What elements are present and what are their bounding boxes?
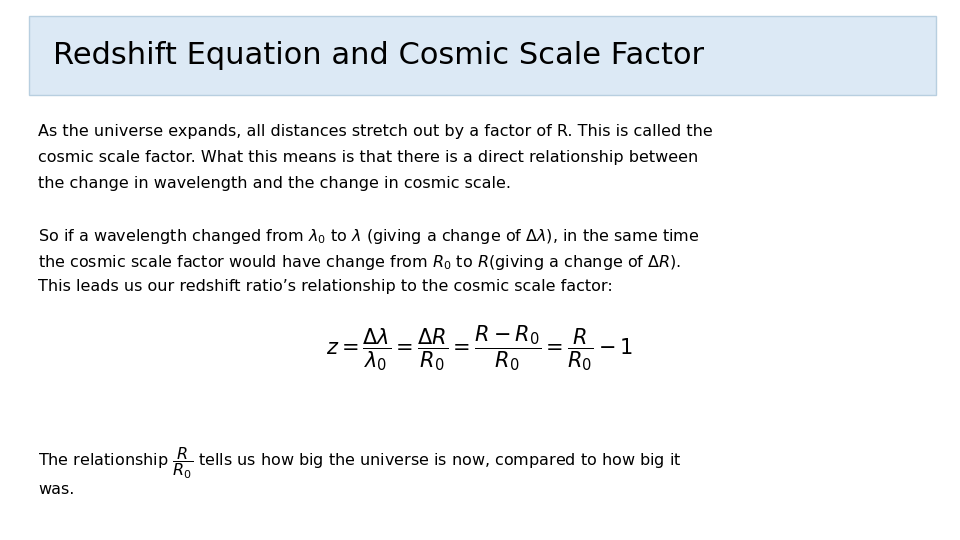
Text: the cosmic scale factor would have change from $R_0$ to $R$(giving a change of $: the cosmic scale factor would have chang… (38, 253, 682, 272)
Text: cosmic scale factor. What this means is that there is a direct relationship betw: cosmic scale factor. What this means is … (38, 150, 699, 165)
Text: So if a wavelength changed from $\lambda_0$ to $\lambda$ (giving a change of $\D: So if a wavelength changed from $\lambda… (38, 227, 700, 246)
Text: $z = \dfrac{\Delta\lambda}{\lambda_0} = \dfrac{\Delta R}{R_0} = \dfrac{R - R_0}{: $z = \dfrac{\Delta\lambda}{\lambda_0} = … (326, 323, 634, 373)
Text: the change in wavelength and the change in cosmic scale.: the change in wavelength and the change … (38, 176, 512, 191)
Text: was.: was. (38, 482, 75, 497)
Text: This leads us our redshift ratio’s relationship to the cosmic scale factor:: This leads us our redshift ratio’s relat… (38, 279, 613, 294)
Text: The relationship $\dfrac{R}{R_0}$ tells us how big the universe is now, compared: The relationship $\dfrac{R}{R_0}$ tells … (38, 446, 682, 481)
FancyBboxPatch shape (29, 16, 936, 94)
Text: Redshift Equation and Cosmic Scale Factor: Redshift Equation and Cosmic Scale Facto… (53, 41, 704, 70)
Text: As the universe expands, all distances stretch out by a factor of R. This is cal: As the universe expands, all distances s… (38, 124, 713, 139)
